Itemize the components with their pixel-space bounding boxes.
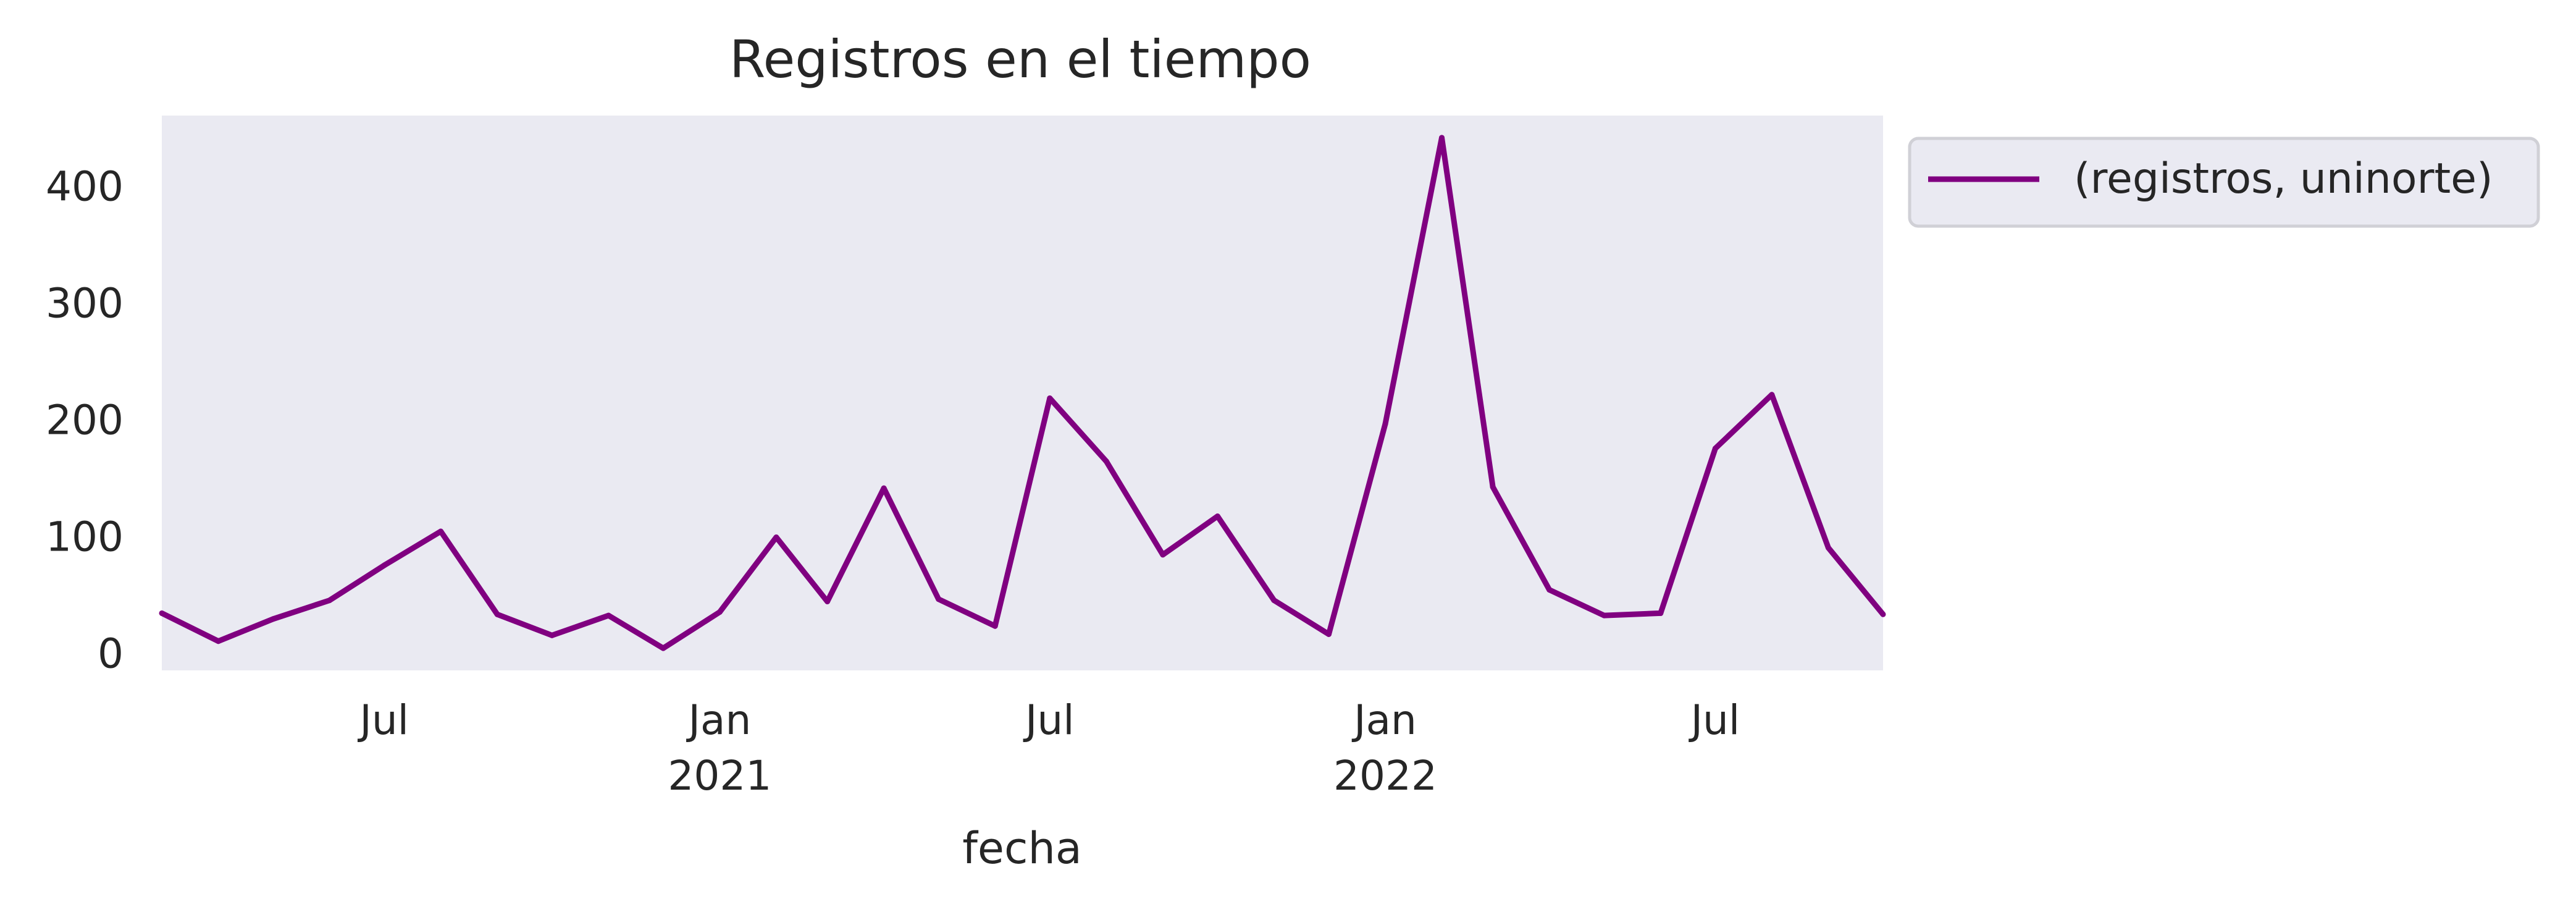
data-point (1103, 458, 1109, 465)
data-point (1439, 135, 1445, 141)
data-point (605, 612, 611, 619)
data-point (1490, 484, 1496, 490)
legend-entry-label: (registros, uninorte) (2074, 154, 2493, 203)
plot-area (162, 116, 1883, 670)
data-point (381, 562, 387, 568)
data-point (270, 616, 276, 622)
y-axis-ticks: 0 100 200 300 400 (46, 163, 124, 677)
x-tick-label: Jan (686, 696, 752, 744)
data-point (1880, 611, 1886, 617)
data-point (438, 528, 444, 534)
data-point (549, 632, 555, 638)
y-tick-label: 300 (46, 279, 124, 327)
data-point (1326, 631, 1332, 637)
data-point (216, 638, 221, 644)
data-point (1047, 395, 1053, 401)
x-tick-label: Jul (1689, 696, 1740, 744)
data-point (716, 609, 723, 615)
y-tick-label: 200 (46, 397, 124, 444)
data-point (1160, 552, 1166, 558)
data-point (1546, 587, 1553, 593)
x-tick-label: Jul (357, 696, 409, 744)
data-point (1601, 612, 1607, 619)
data-point (1382, 421, 1388, 427)
data-point (494, 611, 500, 617)
y-tick-label: 100 (46, 513, 124, 561)
x-tick-year-label: 2021 (668, 752, 771, 800)
data-point (1271, 597, 1277, 604)
data-point (1658, 610, 1664, 616)
data-point (159, 610, 165, 616)
x-tick-year-label: 2022 (1333, 752, 1437, 800)
chart-title: Registros en el tiempo (729, 29, 1311, 90)
series-line-registros-uninorte (161, 135, 1886, 651)
data-point (936, 596, 942, 602)
x-tick-label: Jan (1351, 696, 1417, 744)
legend: (registros, uninorte) (1908, 137, 2540, 228)
data-point (992, 623, 998, 629)
data-point (1769, 392, 1775, 398)
data-point (1712, 445, 1718, 452)
data-point (1214, 513, 1220, 519)
x-axis-label: fecha (962, 823, 1081, 874)
data-point (824, 599, 831, 604)
data-point (881, 485, 887, 491)
data-point (773, 534, 779, 540)
x-axis-ticks: Jul Jan 2021 Jul Jan 2022 Jul (357, 696, 1740, 800)
y-tick-label: 0 (98, 630, 124, 678)
legend-box (1908, 137, 2540, 228)
data-point (1825, 545, 1831, 551)
x-tick-label: Jul (1023, 696, 1075, 744)
data-point (660, 645, 666, 651)
data-point (327, 597, 333, 604)
y-tick-label: 400 (46, 163, 124, 210)
data-points (159, 135, 1886, 651)
